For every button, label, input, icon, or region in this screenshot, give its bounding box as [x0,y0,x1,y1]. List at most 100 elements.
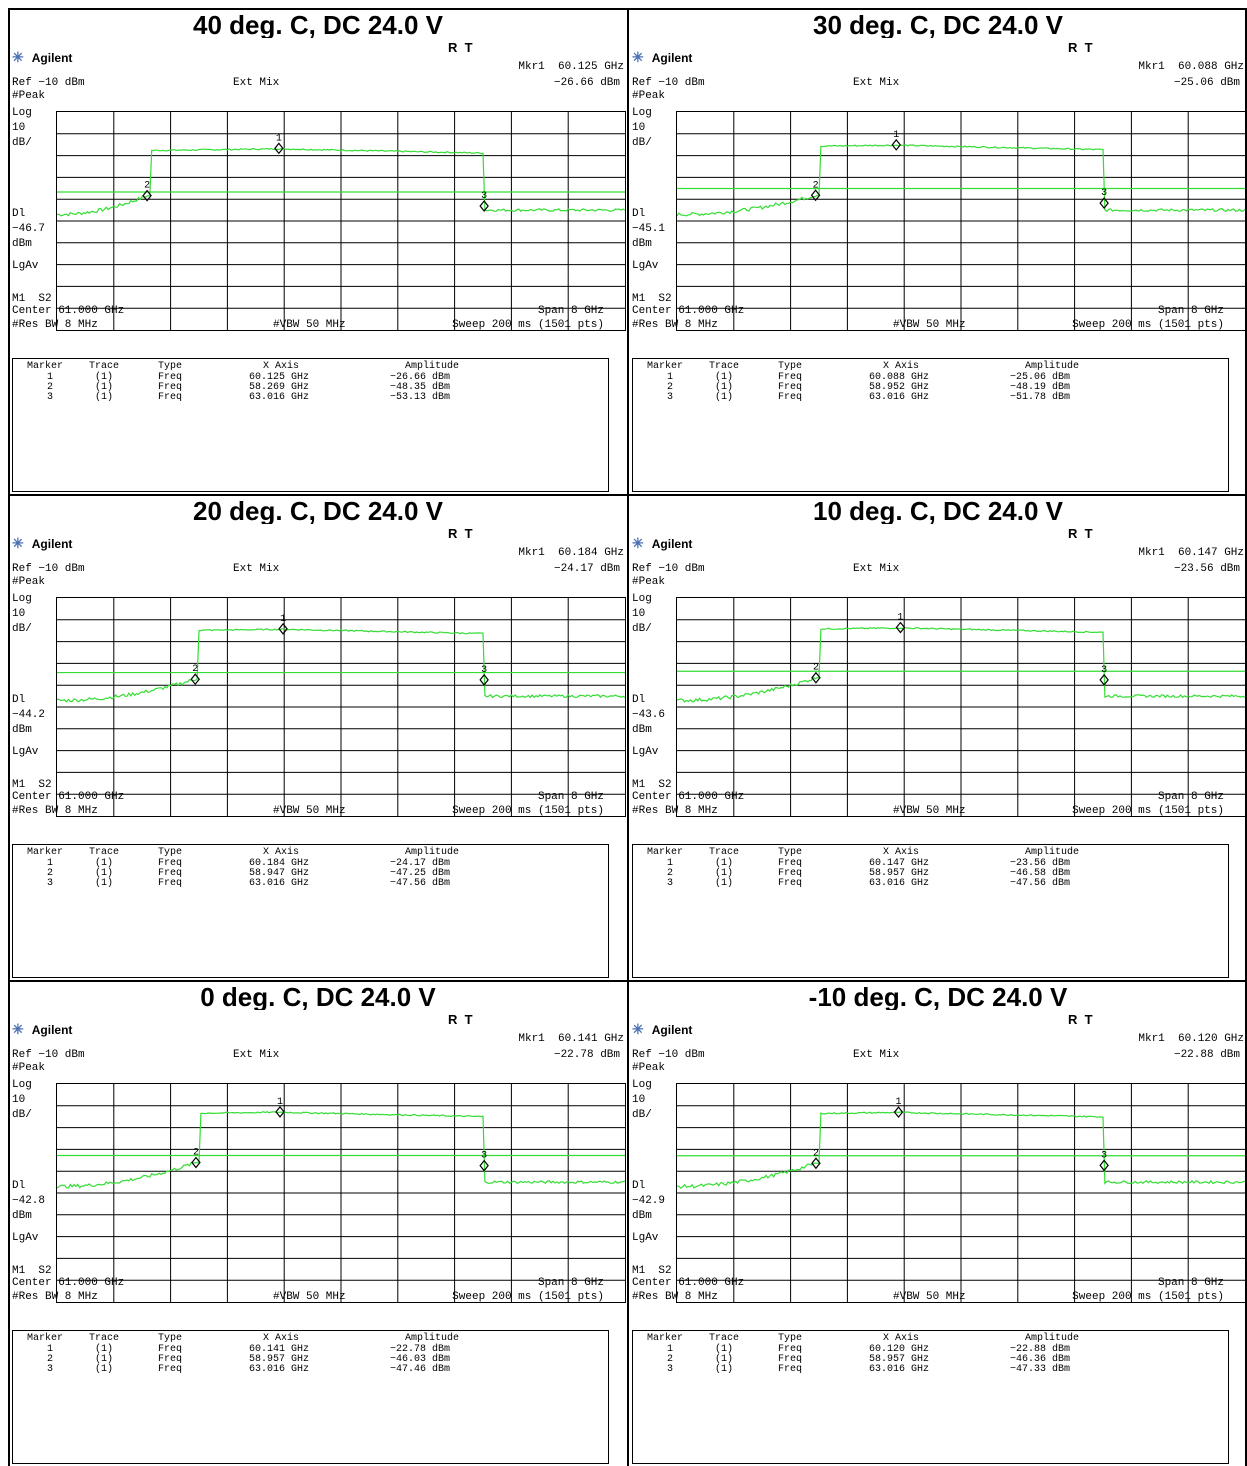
scale-type: Log [12,1079,32,1091]
marker-table-cell: (1) [95,858,114,869]
detector-label: #Peak [12,90,46,102]
marker-table-cell: 3 [667,392,674,403]
plot-area: 1 2 3 [56,111,626,331]
marker-table-cell: Freq [158,858,183,869]
marker-amplitude: −22.88 dBm [1173,1049,1240,1061]
marker-table-cell: 1 [47,372,54,383]
panel-title: 20 deg. C, DC 24.0 V [193,496,443,526]
marker-table-cell: 63.016 GHz [249,878,310,889]
spectrum-plot: 1 2 3 [57,598,626,816]
display-line-value: −42.8 [12,1195,46,1207]
col-header-xaxis: X Axis [883,1333,920,1344]
marker-label: 2 [144,181,150,192]
panel: 20 deg. C, DC 24.0 V ✳ Agilent R T Mkr1 6… [8,494,628,980]
display-line-unit: dBm [12,1210,32,1222]
marker-table-cell: −53.13 dBm [390,392,451,403]
display-line-label: Dl [12,694,26,706]
marker-table-cell: 3 [47,878,54,889]
agilent-star-icon: ✳ [12,535,24,551]
marker-diamond [190,673,201,686]
marker-label: 3 [1101,1150,1107,1161]
average-type: LgAv [12,260,39,272]
marker-table-cell: −23.56 dBm [1010,858,1071,869]
agilent-logo: ✳ Agilent [12,535,72,552]
sweep-mode: M1 S2 [632,779,672,791]
marker-table-cell: −47.46 dBm [390,1364,451,1375]
marker-table: Marker Trace Type X Axis Amplitude 1 (1) F… [632,1330,1229,1464]
center-frequency: Center 61.000 GHz [12,305,125,317]
marker-table-cell: −46.03 dBm [390,1354,451,1365]
resolution-bandwidth: #Res BW 8 MHz [632,319,718,331]
panel-title: 0 deg. C, DC 24.0 V [200,982,436,1012]
col-header-type: Type [778,361,803,372]
span: Span 8 GHz [1157,305,1224,317]
marker-table-cell: 60.120 GHz [869,1344,930,1355]
marker-table: Marker Trace Type X Axis Amplitude 1 (1) F… [12,1330,609,1464]
marker-table-cell: 58.952 GHz [869,382,930,393]
scale-unit: dB/ [632,137,652,149]
brand-name: Agilent [651,1023,693,1037]
marker-table-cell: 2 [667,1354,674,1365]
marker-table-cell: Freq [778,1354,803,1365]
marker-table-cell: Freq [158,868,183,879]
sweep-time: Sweep 200 ms (1501 pts) [452,1291,604,1303]
marker-table-cell: (1) [715,878,734,889]
marker-table-cell: −22.88 dBm [1010,1344,1071,1355]
marker-table-cell: (1) [715,1344,734,1355]
status-indicator: R T [1068,40,1093,55]
panel: 30 deg. C, DC 24.0 V ✳ Agilent R T Mkr1 6… [628,8,1247,494]
marker-table-cell: Freq [158,1344,183,1355]
analyzer-screenshot: ✳ Agilent R T Mkr1 60.147 GHz Ref −10 dBm… [630,524,1246,980]
marker-table-cell: 2 [47,382,54,393]
spectrum-trace [676,144,1246,217]
marker-diamond [479,1159,489,1172]
marker-label: 2 [193,1148,199,1159]
marker-diamond [893,1106,904,1119]
panel-title: 30 deg. C, DC 24.0 V [813,10,1063,40]
display-line-label: Dl [632,694,646,706]
marker-table-cell: (1) [95,868,114,879]
marker-table-cell: Freq [158,392,183,403]
ref-level: Ref −10 dBm [12,563,85,575]
marker-table-cell: 3 [667,1364,674,1375]
scale-type: Log [632,593,652,605]
display-line-unit: dBm [632,724,652,736]
marker-table-cell: 63.016 GHz [249,392,310,403]
ref-level: Ref −10 dBm [632,1049,705,1061]
marker-table: Marker Trace Type X Axis Amplitude 1 (1) F… [632,358,1229,492]
scale-value: 10 [12,608,26,620]
scale-unit: dB/ [632,1109,652,1121]
sweep-time: Sweep 200 ms (1501 pts) [1072,319,1224,331]
marker-frequency: Mkr1 60.120 GHz [1138,1033,1244,1045]
plot-area: 1 2 3 [676,1083,1246,1303]
col-header-amplitude: Amplitude [1025,847,1080,858]
scale-value: 10 [12,1094,26,1106]
marker-table-cell: 58.957 GHz [869,868,930,879]
span: Span 8 GHz [1157,1277,1224,1289]
scale-value: 10 [12,122,26,134]
scale-value: 10 [632,608,646,620]
marker-label: 3 [481,191,487,202]
marker-label: 1 [896,1097,902,1108]
marker-table-cell: 2 [47,868,54,879]
brand-name: Agilent [31,1023,73,1037]
marker-table-cell: −25.06 dBm [1010,372,1071,383]
marker-amplitude: −26.66 dBm [553,77,620,89]
brand-name: Agilent [31,51,73,65]
center-frequency: Center 61.000 GHz [632,305,745,317]
spectrum-trace [56,147,626,217]
ref-level: Ref −10 dBm [632,563,705,575]
marker-table-cell: 63.016 GHz [869,878,930,889]
marker-diamond [811,671,821,684]
col-header-xaxis: X Axis [263,1333,300,1344]
marker-table-cell: −22.78 dBm [390,1344,451,1355]
marker-diamond [278,622,288,635]
display-line-unit: dBm [12,724,32,736]
sweep-time: Sweep 200 ms (1501 pts) [452,319,604,331]
marker-table-cell: 60.125 GHz [249,372,310,383]
marker-amplitude: −23.56 dBm [1173,563,1240,575]
display-line-label: Dl [632,208,646,220]
col-header-marker: Marker [27,361,64,372]
center-frequency: Center 61.000 GHz [12,1277,125,1289]
marker-table-cell: 1 [47,858,54,869]
